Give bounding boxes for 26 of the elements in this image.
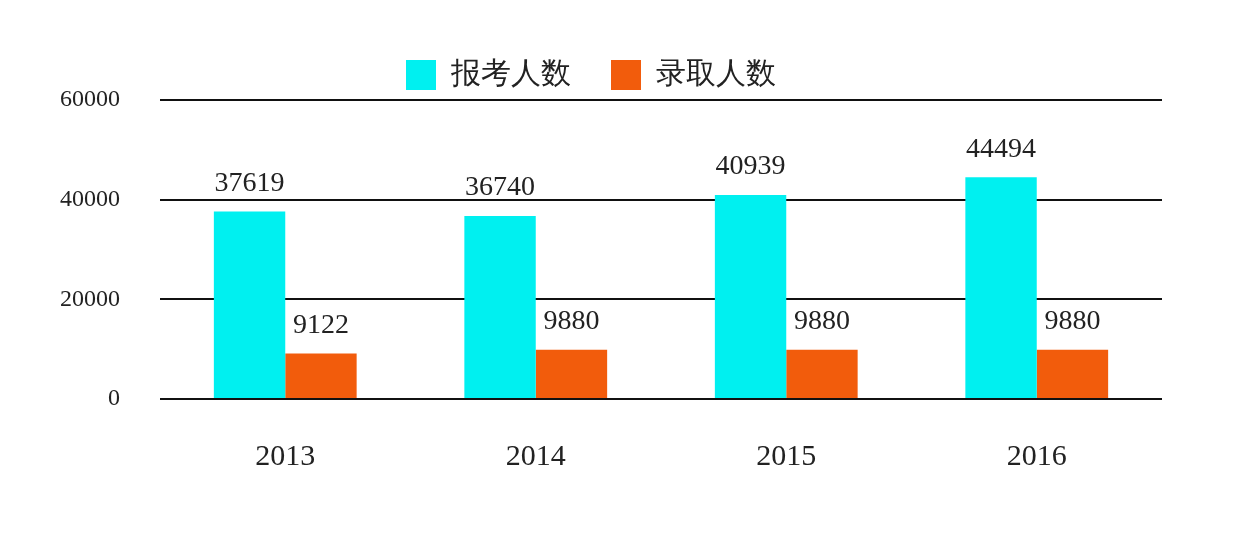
bar xyxy=(535,349,608,398)
x-tick-label: 2015 xyxy=(756,437,817,471)
x-tick-label: 2013 xyxy=(255,437,316,471)
data-label: 44494 xyxy=(966,131,1037,163)
data-label: 36740 xyxy=(465,170,536,202)
bar xyxy=(213,211,286,398)
x-tick-label: 2016 xyxy=(1006,437,1067,471)
y-tick-label: 60000 xyxy=(60,85,120,112)
data-label: 40939 xyxy=(715,149,786,181)
bar xyxy=(285,353,357,398)
y-tick-label: 20000 xyxy=(60,284,120,311)
bar xyxy=(714,194,787,398)
x-tick-label: 2014 xyxy=(505,437,566,471)
bar xyxy=(965,177,1037,398)
legend-label: 报考人数 xyxy=(450,55,571,89)
data-label: 9880 xyxy=(1044,304,1101,336)
bar xyxy=(786,349,858,398)
data-label: 9122 xyxy=(292,307,349,339)
bar xyxy=(1036,349,1109,398)
legend-label: 录取人数 xyxy=(656,55,776,89)
y-tick-label: 0 xyxy=(108,384,120,411)
data-label: 9880 xyxy=(543,304,600,336)
y-tick-label: 40000 xyxy=(60,184,120,211)
data-label: 37619 xyxy=(214,165,285,197)
bar xyxy=(464,215,536,398)
data-label: 9880 xyxy=(793,304,850,336)
